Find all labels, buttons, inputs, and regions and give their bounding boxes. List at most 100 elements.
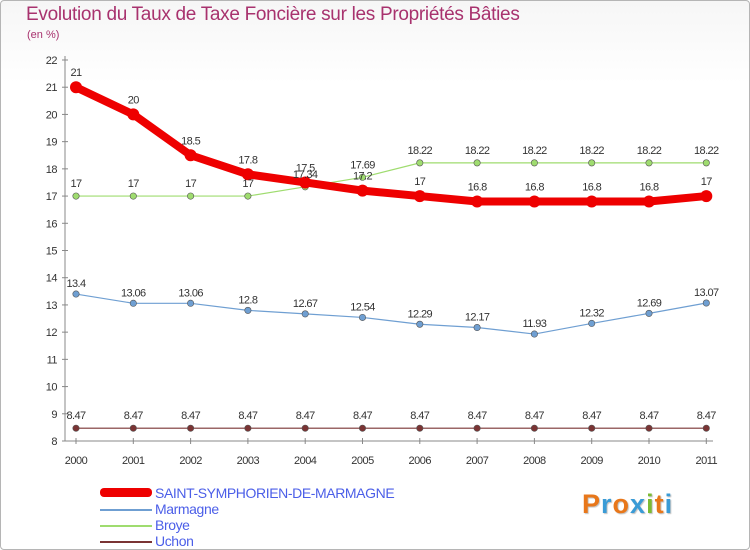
- legend-label: Uchon: [155, 533, 194, 549]
- y-tick-label: 21: [46, 82, 58, 94]
- data-point: [70, 81, 82, 94]
- data-label: 12.29: [408, 308, 433, 320]
- legend-swatch: [100, 488, 152, 497]
- series-line: [72, 83, 711, 206]
- data-label: 12.32: [579, 307, 604, 319]
- data-label: 20: [128, 94, 140, 106]
- data-point: [416, 159, 424, 167]
- data-point: [530, 424, 538, 432]
- data-point: [187, 299, 195, 307]
- data-label: 17: [128, 178, 140, 190]
- data-label: 17.2: [353, 171, 372, 183]
- data-point: [129, 424, 137, 432]
- series-line: [75, 162, 707, 197]
- data-label: 16.8: [639, 182, 658, 194]
- y-tick-label: 12: [46, 327, 58, 339]
- y-tick-label: 19: [46, 137, 58, 149]
- logo-letter: t: [654, 489, 665, 519]
- data-label: 13.06: [178, 287, 203, 299]
- data-point: [241, 168, 254, 181]
- data-label: 12.8: [238, 294, 257, 306]
- data-label: 12.67: [293, 298, 318, 310]
- data-point: [645, 424, 653, 432]
- y-tick-label: 22: [46, 55, 58, 67]
- data-label: 8.47: [296, 410, 315, 422]
- y-tick-label: 10: [46, 382, 58, 394]
- data-point: [72, 424, 80, 432]
- data-point: [299, 176, 312, 189]
- data-point: [244, 424, 252, 432]
- data-label: 11.93: [523, 318, 547, 330]
- data-label: 17.8: [238, 154, 257, 166]
- data-point: [473, 324, 481, 332]
- data-point: [129, 192, 137, 200]
- data-label: 17: [414, 176, 426, 188]
- y-tick-label: 17: [46, 191, 58, 203]
- data-point: [358, 313, 366, 321]
- data-label: 18.22: [465, 145, 490, 157]
- data-point: [588, 159, 596, 167]
- logo-letter: i: [646, 489, 655, 519]
- data-label: 8.47: [697, 410, 716, 422]
- x-tick-label: 2006: [409, 455, 432, 467]
- legend-swatch: [100, 525, 152, 527]
- data-label: 8.47: [468, 410, 487, 422]
- data-point: [127, 108, 140, 121]
- legend-swatch: [100, 509, 152, 511]
- legend-label: Broye: [155, 517, 190, 533]
- data-point: [530, 330, 538, 338]
- legend-item-marmagne: Marmagne: [100, 501, 460, 517]
- logo-letter: P: [582, 489, 602, 519]
- data-point: [413, 190, 426, 203]
- data-point: [187, 424, 195, 432]
- data-point: [187, 192, 195, 200]
- data-label: 12.17: [465, 312, 490, 324]
- data-label: 18.22: [522, 145, 547, 157]
- data-label: 17.34: [293, 169, 318, 181]
- data-point: [244, 192, 252, 200]
- data-label: 8.47: [66, 410, 85, 422]
- data-point: [700, 190, 713, 203]
- data-point: [244, 306, 252, 314]
- x-tick-label: 2011: [695, 455, 717, 467]
- y-tick-label: 18: [46, 164, 58, 176]
- data-label: 12.54: [350, 301, 375, 313]
- y-tick-label: 8: [51, 436, 57, 448]
- logo-letter: r: [601, 489, 613, 519]
- x-tick-label: 2007: [466, 455, 489, 467]
- data-label: 13.06: [121, 287, 146, 299]
- data-point: [528, 195, 541, 208]
- y-tick-label: 13: [46, 300, 58, 312]
- data-point: [588, 319, 596, 327]
- data-point: [643, 195, 655, 208]
- data-label: 8.47: [181, 410, 200, 422]
- data-point: [184, 149, 197, 162]
- data-point: [416, 320, 424, 328]
- legend-swatch: [100, 541, 152, 543]
- data-label: 8.47: [410, 410, 429, 422]
- data-point: [702, 299, 710, 307]
- x-tick-label: 2005: [351, 455, 374, 467]
- data-point: [473, 424, 481, 432]
- y-tick-label: 14: [46, 273, 58, 285]
- data-label: 12.69: [637, 297, 662, 309]
- data-label: 13.4: [66, 278, 85, 290]
- x-tick-label: 2003: [237, 455, 260, 467]
- x-tick-label: 2002: [179, 455, 202, 467]
- x-tick-label: 2008: [523, 455, 546, 467]
- data-label: 8.47: [525, 410, 544, 422]
- legend-label: Marmagne: [155, 501, 219, 517]
- data-label: 17.69: [350, 159, 375, 171]
- legend-item-saint-symphorien: SAINT-SYMPHORIEN-DE-MARMAGNE: [100, 485, 460, 501]
- legend: SAINT-SYMPHORIEN-DE-MARMAGNE Marmagne Br…: [100, 485, 460, 549]
- data-label: 17.5: [296, 162, 315, 174]
- data-label: 8.47: [639, 410, 658, 422]
- x-tick-label: 2009: [580, 455, 603, 467]
- data-point: [416, 424, 424, 432]
- data-label: 18.22: [637, 145, 662, 157]
- data-point: [702, 424, 710, 432]
- data-point: [301, 310, 309, 318]
- data-point: [72, 290, 80, 298]
